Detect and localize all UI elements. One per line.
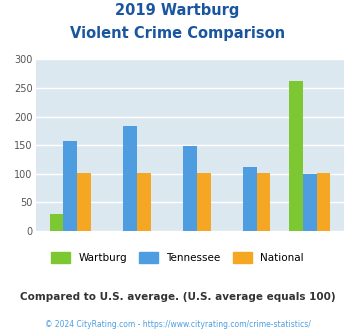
Bar (257, 173, 271, 231)
Bar (123, 126, 137, 231)
Bar (243, 167, 257, 231)
Bar (137, 173, 151, 231)
Bar (197, 173, 211, 231)
Bar (183, 146, 197, 231)
Bar (50, 214, 63, 231)
Bar (303, 174, 317, 231)
Bar (63, 141, 77, 231)
Text: Compared to U.S. average. (U.S. average equals 100): Compared to U.S. average. (U.S. average … (20, 292, 335, 302)
Bar (317, 173, 330, 231)
Legend: Wartburg, Tennessee, National: Wartburg, Tennessee, National (47, 248, 308, 267)
Bar (289, 81, 303, 231)
Text: © 2024 CityRating.com - https://www.cityrating.com/crime-statistics/: © 2024 CityRating.com - https://www.city… (45, 320, 310, 329)
Text: Violent Crime Comparison: Violent Crime Comparison (70, 26, 285, 41)
Bar (77, 173, 91, 231)
Text: 2019 Wartburg: 2019 Wartburg (115, 3, 240, 18)
